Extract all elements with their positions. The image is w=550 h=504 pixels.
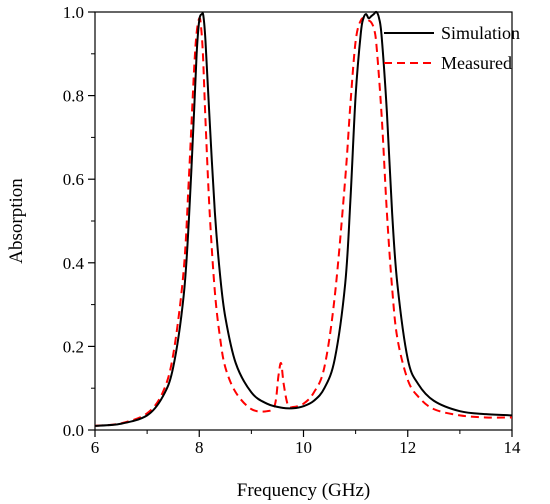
legend-label-measured: Measured xyxy=(441,53,512,73)
series-line-measured xyxy=(94,16,513,427)
x-tick-label: 8 xyxy=(195,438,204,457)
legend: Simulation Measured xyxy=(384,23,520,73)
ticks xyxy=(88,11,513,437)
y-tick-label: 0.2 xyxy=(63,337,84,356)
x-tick-label: 12 xyxy=(399,438,416,457)
y-axis-label: Absorption xyxy=(6,178,27,264)
y-tick-label: 0.6 xyxy=(63,170,84,189)
legend-label-simulation: Simulation xyxy=(441,23,520,43)
tick-labels: 6 8 10 12 14 0.0 0.2 0.4 0.6 0.8 1.0 xyxy=(63,3,521,457)
series xyxy=(94,10,513,427)
y-tick-label: 0.4 xyxy=(63,254,85,273)
y-tick-label: 0.8 xyxy=(63,87,84,106)
y-tick-label: 1.0 xyxy=(63,3,84,22)
series-line-simulation xyxy=(94,10,513,427)
x-tick-label: 14 xyxy=(504,438,522,457)
x-axis-label: Frequency (GHz) xyxy=(237,480,370,501)
plot-frame xyxy=(94,11,513,431)
y-tick-label: 0.0 xyxy=(63,421,84,440)
x-tick-label: 6 xyxy=(91,438,100,457)
x-tick-label: 10 xyxy=(295,438,312,457)
